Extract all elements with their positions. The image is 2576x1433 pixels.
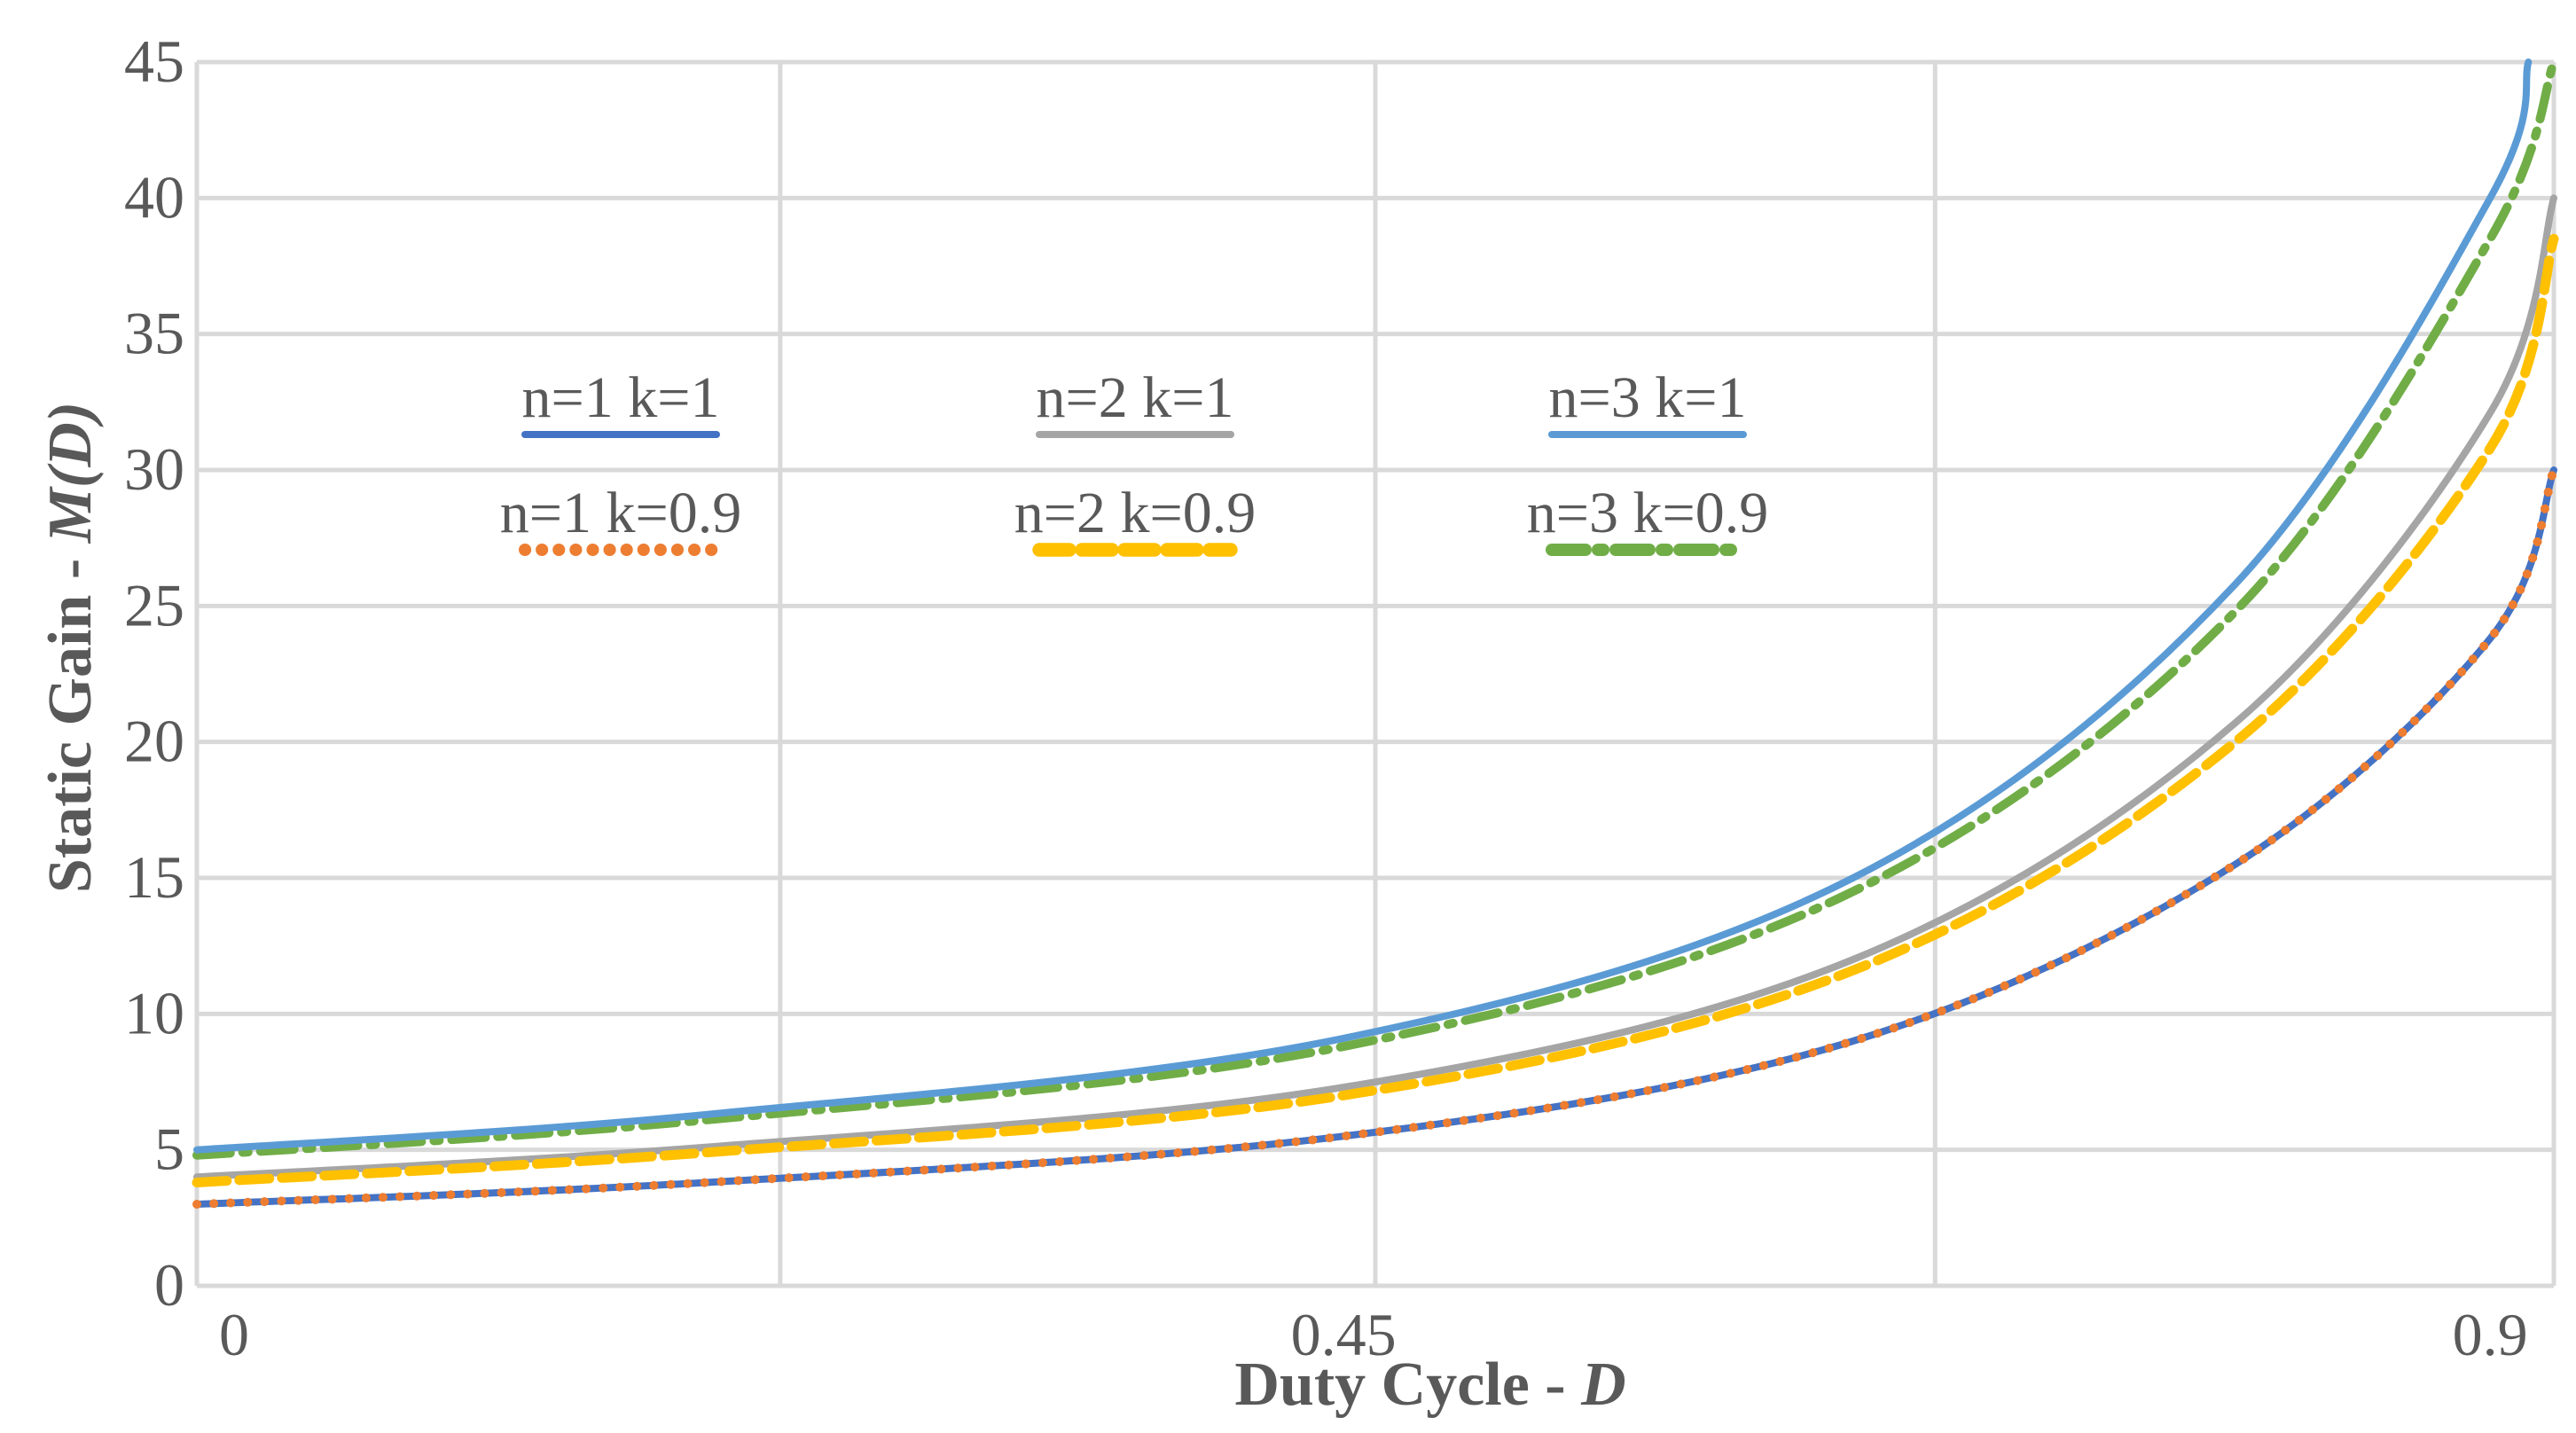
legend-item: n=2 k=0.9 bbox=[1014, 481, 1256, 557]
y-tick-label: 0 bbox=[154, 1251, 184, 1319]
legend-item: n=2 k=1 bbox=[1036, 365, 1234, 438]
legend-item: n=1 k=1 bbox=[521, 365, 720, 438]
y-tick-labels: 0 5 10 15 20 25 30 35 40 45 bbox=[124, 27, 184, 1319]
y-tick-label: 45 bbox=[124, 27, 184, 95]
series-line-n-1-k-0-9 bbox=[192, 466, 2558, 1209]
legend-label: n=3 k=0.9 bbox=[1527, 481, 1768, 545]
y-tick-label: 35 bbox=[124, 300, 184, 367]
legend-item: n=1 k=0.9 bbox=[500, 481, 741, 556]
legend-item: n=3 k=1 bbox=[1548, 365, 1747, 438]
grid-lines bbox=[194, 59, 2556, 1288]
x-axis-title: Duty Cycle - D bbox=[1234, 1351, 1625, 1419]
series-line-n-2-k-0-9 bbox=[192, 233, 2559, 1187]
y-axis-title: Static Gain - M(D) bbox=[36, 402, 105, 893]
y-tick-label: 25 bbox=[124, 571, 184, 638]
x-tick-label: 0.9 bbox=[2453, 1301, 2528, 1368]
series-line-n-3-k-1 bbox=[193, 59, 2533, 1154]
y-tick-label: 30 bbox=[124, 435, 184, 503]
legend-item: n=3 k=0.9 bbox=[1527, 481, 1768, 556]
y-tick-label: 40 bbox=[124, 163, 184, 231]
y-tick-label: 20 bbox=[124, 708, 184, 775]
legend-label: n=3 k=1 bbox=[1549, 365, 1747, 430]
x-tick-label: 0 bbox=[219, 1301, 249, 1368]
x-tick-label: 0.45 bbox=[1291, 1301, 1397, 1368]
legend-label: n=1 k=1 bbox=[522, 365, 720, 430]
y-tick-label: 5 bbox=[154, 1116, 184, 1183]
x-tick-labels: 0 0.45 0.9 bbox=[219, 1301, 2528, 1368]
legend-label: n=1 k=0.9 bbox=[500, 481, 741, 545]
y-tick-label: 10 bbox=[124, 979, 184, 1046]
legend: n=1 k=1 n=1 k=0.9 n=2 k=1 n=2 k=0.9 n=3 k=1 n… bbox=[500, 365, 1768, 557]
series-lines bbox=[192, 58, 2559, 1209]
y-tick-label: 15 bbox=[124, 843, 184, 911]
legend-label: n=2 k=1 bbox=[1037, 365, 1234, 430]
legend-label: n=2 k=0.9 bbox=[1014, 481, 1256, 545]
series-line-n-2-k-1 bbox=[193, 194, 2557, 1181]
series-line-n-3-k-0-9 bbox=[192, 58, 2558, 1160]
